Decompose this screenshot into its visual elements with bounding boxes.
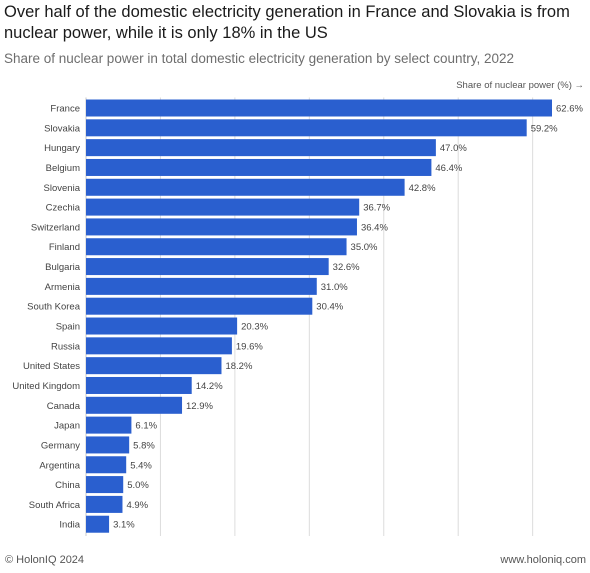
bar-switzerland[interactable] xyxy=(86,218,357,236)
category-label-bulgaria: Bulgaria xyxy=(45,262,81,273)
category-label-south-africa: South Africa xyxy=(29,500,81,511)
bars xyxy=(86,99,552,533)
category-label-russia: Russia xyxy=(51,341,81,352)
bar-south-korea[interactable] xyxy=(86,297,313,315)
bar-hungary[interactable] xyxy=(86,139,436,157)
category-labels: France Slovakia Hungary Belgium Slovenia Czec… xyxy=(12,104,80,531)
bar-united-kingdom[interactable] xyxy=(86,376,192,394)
bar-china[interactable] xyxy=(86,476,124,494)
category-label-united-kingdom: United Kingdom xyxy=(12,381,80,392)
bar-belgium[interactable] xyxy=(86,158,432,176)
value-label-finland: 35.0% xyxy=(351,242,378,253)
value-label-slovakia: 59.2% xyxy=(531,123,558,134)
category-label-canada: Canada xyxy=(47,401,81,412)
chart-subtitle: Share of nuclear power in total domestic… xyxy=(4,51,515,66)
bar-argentina[interactable] xyxy=(86,456,127,474)
category-label-slovakia: Slovakia xyxy=(44,123,81,134)
value-label-canada: 12.9% xyxy=(186,401,213,412)
value-label-united-states: 18.2% xyxy=(225,361,252,372)
bar-south-africa[interactable] xyxy=(86,495,123,513)
bar-india[interactable] xyxy=(86,515,110,533)
value-label-armenia: 31.0% xyxy=(321,282,348,293)
bar-russia[interactable] xyxy=(86,337,232,355)
category-label-japan: Japan xyxy=(54,421,80,432)
category-label-armenia: Armenia xyxy=(45,282,81,293)
bar-united-states[interactable] xyxy=(86,357,222,375)
category-label-spain: Spain xyxy=(56,322,80,333)
value-label-germany: 5.8% xyxy=(133,440,155,451)
category-label-china: China xyxy=(55,480,81,491)
bar-armenia[interactable] xyxy=(86,277,317,295)
category-label-finland: Finland xyxy=(49,242,80,253)
category-label-india: India xyxy=(59,520,80,531)
value-label-japan: 6.1% xyxy=(135,421,157,432)
bar-slovakia[interactable] xyxy=(86,119,527,137)
bar-france[interactable] xyxy=(86,99,552,117)
value-label-russia: 19.6% xyxy=(236,341,263,352)
category-label-france: France xyxy=(50,104,80,115)
bar-finland[interactable] xyxy=(86,238,347,256)
category-label-switzerland: Switzerland xyxy=(31,222,80,233)
bar-japan[interactable] xyxy=(86,416,132,434)
value-label-czechia: 36.7% xyxy=(363,203,390,214)
value-label-south-africa: 4.9% xyxy=(126,500,148,511)
bar-slovenia[interactable] xyxy=(86,178,405,196)
category-label-argentina: Argentina xyxy=(39,460,80,471)
value-label-slovenia: 42.8% xyxy=(409,183,436,194)
value-label-belgium: 46.4% xyxy=(435,163,462,174)
value-label-hungary: 47.0% xyxy=(440,143,467,154)
value-label-india: 3.1% xyxy=(113,520,135,531)
category-label-germany: Germany xyxy=(41,440,80,451)
value-label-switzerland: 36.4% xyxy=(361,222,388,233)
value-label-china: 5.0% xyxy=(127,480,149,491)
chart-title: Over half of the domestic electricity ge… xyxy=(4,3,570,42)
category-label-czechia: Czechia xyxy=(46,203,81,214)
bar-spain[interactable] xyxy=(86,317,238,335)
website-link[interactable]: www.holoniq.com xyxy=(500,554,586,566)
category-label-belgium: Belgium xyxy=(46,163,80,174)
category-label-hungary: Hungary xyxy=(44,143,80,154)
category-label-south-korea: South Korea xyxy=(27,302,81,313)
value-label-bulgaria: 32.6% xyxy=(333,262,360,273)
bar-germany[interactable] xyxy=(86,436,130,454)
bar-bulgaria[interactable] xyxy=(86,258,329,276)
x-axis-label: Share of nuclear power (%) → xyxy=(456,80,584,91)
bar-canada[interactable] xyxy=(86,396,183,414)
category-label-united-states: United States xyxy=(23,361,80,372)
value-label-united-kingdom: 14.2% xyxy=(196,381,223,392)
copyright: © HolonIQ 2024 xyxy=(5,554,85,566)
value-label-france: 62.6% xyxy=(556,104,583,115)
value-label-argentina: 5.4% xyxy=(130,460,152,471)
category-label-slovenia: Slovenia xyxy=(44,183,81,194)
bar-czechia[interactable] xyxy=(86,198,360,216)
value-label-south-korea: 30.4% xyxy=(316,302,343,313)
value-labels: 62.6% 59.2% 47.0% 46.4% 42.8% 36.7% 36.4% 35.0%… xyxy=(113,104,583,531)
value-label-spain: 20.3% xyxy=(241,322,268,333)
